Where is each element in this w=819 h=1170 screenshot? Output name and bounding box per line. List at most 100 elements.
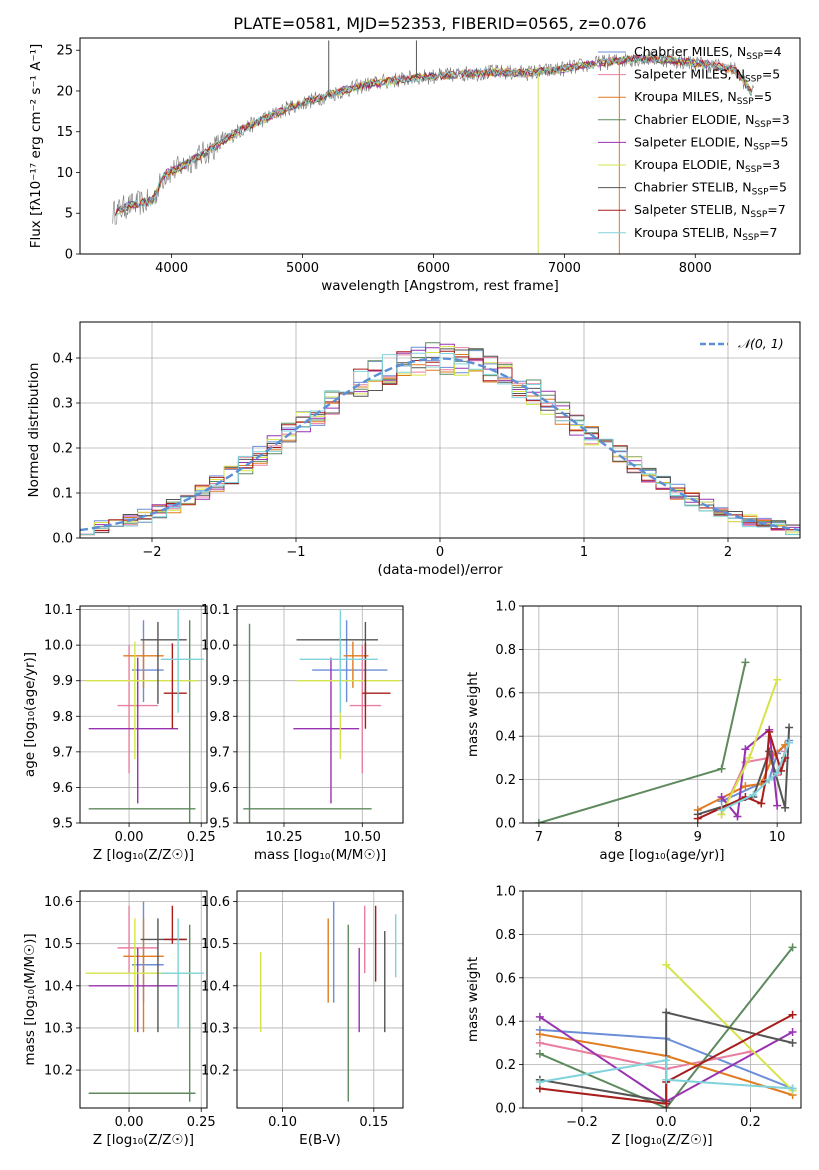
x-tick-label: 7 bbox=[535, 830, 543, 845]
y-tick-label: 10.3 bbox=[201, 1021, 230, 1036]
weight-series-line bbox=[539, 1013, 794, 1105]
weight-marker bbox=[535, 1049, 544, 1058]
y-tick-label: 15 bbox=[56, 125, 73, 140]
x-tick-label: −2 bbox=[142, 545, 161, 560]
weight-marker bbox=[788, 1084, 797, 1093]
weight-marker bbox=[765, 775, 774, 784]
x-axis-label: wavelength [Angstrom, rest frame] bbox=[321, 278, 559, 294]
weight-marker bbox=[741, 745, 750, 754]
y-tick-label: 0.8 bbox=[495, 643, 516, 658]
legend-entry: 𝒩(0, 1) bbox=[738, 336, 784, 351]
legend-entry: Chabrier ELODIE, NSSP=3 bbox=[634, 112, 790, 130]
x-tick-label: 6000 bbox=[417, 261, 450, 276]
plot-area-mass-vs-Z bbox=[85, 901, 205, 1102]
y-tick-label: 10.0 bbox=[44, 639, 73, 654]
weight-marker bbox=[788, 1038, 797, 1047]
plot-area-weight-vs-Z bbox=[535, 943, 797, 1108]
x-tick-label: 10.25 bbox=[265, 830, 302, 845]
weight-marker bbox=[717, 764, 726, 773]
y-tick-label: 9.7 bbox=[52, 745, 73, 760]
y-tick-label: 10.1 bbox=[201, 603, 230, 618]
x-axis-label: (data-model)/error bbox=[377, 562, 503, 578]
y-tick-label: 0.4 bbox=[495, 1015, 516, 1030]
y-tick-label: 10.5 bbox=[44, 937, 73, 952]
y-tick-label: 0.0 bbox=[52, 532, 73, 547]
y-tick-label: 10.5 bbox=[201, 937, 230, 952]
weight-marker bbox=[765, 727, 774, 736]
x-axis-label: mass [log₁₀(M/M☉)] bbox=[254, 847, 386, 863]
panel-mass-vs-ebv: 0.10 0.15 10.2 10.3 10.4 10.5 10.6 E(B-V) bbox=[201, 890, 404, 1148]
y-tick-label: 9.6 bbox=[209, 781, 230, 796]
y-tick-label: 9.9 bbox=[52, 674, 73, 689]
x-tick-label: 7000 bbox=[548, 261, 581, 276]
y-tick-label: 9.9 bbox=[209, 674, 230, 689]
legend-entry: Kroupa ELODIE, NSSP=3 bbox=[634, 157, 780, 175]
y-tick-label: 0.6 bbox=[495, 971, 516, 986]
y-tick-label: 0.0 bbox=[495, 817, 516, 832]
x-tick-label: 0.2 bbox=[740, 1115, 761, 1130]
weight-marker bbox=[788, 1028, 797, 1037]
weight-marker bbox=[662, 1008, 671, 1017]
y-tick-label: 9.6 bbox=[52, 781, 73, 796]
panel-weight-vs-age: 7 8 9 10 0.0 0.2 0.4 0.6 0.8 1.0 age [log₁₀(age/yr… bbox=[465, 600, 802, 863]
panel-weight-vs-Z: −0.2 0.0 0.2 0.0 0.2 0.4 0.6 0.8 1.0 Z [log₁₀(Z/Z… bbox=[465, 885, 802, 1148]
y-axis-label: age [log₁₀(age/yr)] bbox=[22, 652, 38, 777]
weight-series-line bbox=[539, 1059, 793, 1090]
y-tick-label: 9.8 bbox=[209, 710, 230, 725]
y-tick-label: 0.8 bbox=[495, 928, 516, 943]
y-tick-label: 10.2 bbox=[201, 1064, 230, 1079]
y-tick-label: 10.6 bbox=[201, 895, 230, 910]
x-tick-label: 0.00 bbox=[115, 830, 144, 845]
legend-entry: Salpeter ELODIE, NSSP=5 bbox=[634, 134, 788, 152]
x-tick-label: 0 bbox=[436, 545, 444, 560]
weight-marker bbox=[781, 803, 790, 812]
x-tick-label: 0.25 bbox=[187, 1115, 216, 1130]
spectrum-model-line bbox=[114, 53, 753, 217]
axes-frame bbox=[79, 890, 208, 1109]
x-tick-label: −1 bbox=[286, 545, 305, 560]
weight-series-line bbox=[539, 946, 794, 1108]
legend-entry: Chabrier STELIB, NSSP=5 bbox=[634, 180, 787, 198]
plot-area-spectrum bbox=[112, 40, 754, 254]
y-tick-label: 10.1 bbox=[44, 603, 73, 618]
plot-layer: 4000 5000 6000 7000 80000510152025wavelength… bbox=[22, 37, 802, 1148]
weight-marker bbox=[773, 675, 782, 684]
panel-spectrum: 4000 5000 6000 7000 8000 0 5 10 15 20 25 wavelength… bbox=[28, 37, 801, 294]
y-tick-label: 10.4 bbox=[44, 979, 73, 994]
x-axis-label: Z [log₁₀(Z/Z☉)] bbox=[611, 1132, 712, 1148]
weight-marker bbox=[757, 799, 766, 808]
spectrum-model-line bbox=[114, 53, 752, 217]
plot-area-residuals bbox=[80, 342, 800, 536]
x-tick-label: 1 bbox=[580, 545, 588, 560]
x-tick-label: 5000 bbox=[286, 261, 319, 276]
weight-marker bbox=[662, 1099, 671, 1108]
y-tick-label: 0 bbox=[65, 248, 73, 263]
legend-entry: Salpeter MILES, NSSP=5 bbox=[634, 67, 780, 85]
y-tick-label: 10.4 bbox=[201, 979, 230, 994]
x-tick-label: 4000 bbox=[155, 261, 188, 276]
y-axis-label: Normed distribution bbox=[26, 363, 42, 498]
weight-marker bbox=[717, 792, 726, 801]
weight-marker bbox=[749, 790, 758, 799]
x-axis-label: Z [log₁₀(Z/Z☉)] bbox=[93, 1132, 194, 1148]
figure-title: PLATE=0581, MJD=52353, FIBERID=0565, z=0… bbox=[233, 14, 646, 33]
y-axis-label: Flux [fλ10⁻¹⁷ erg cm⁻² s⁻¹ A⁻¹] bbox=[28, 44, 44, 249]
weight-marker bbox=[535, 1077, 544, 1086]
axes-frame bbox=[522, 605, 802, 824]
x-tick-label: 10.50 bbox=[344, 830, 381, 845]
y-tick-label: 0.6 bbox=[495, 686, 516, 701]
weight-marker bbox=[785, 723, 794, 732]
x-tick-label: 2 bbox=[724, 545, 732, 560]
axes-frame bbox=[236, 605, 404, 824]
weight-marker bbox=[535, 1012, 544, 1021]
histogram-series bbox=[80, 343, 800, 535]
y-tick-label: 10.2 bbox=[44, 1064, 73, 1079]
y-axis-label: mass weight bbox=[465, 672, 481, 757]
plot-area-age-vs-Z bbox=[85, 609, 205, 823]
y-tick-label: 25 bbox=[56, 44, 73, 59]
x-axis-label: E(B-V) bbox=[299, 1132, 341, 1148]
x-tick-label: 8000 bbox=[679, 261, 712, 276]
weight-marker bbox=[741, 782, 750, 791]
weight-marker bbox=[717, 805, 726, 814]
panel-mass-vs-Z: 0.00 0.25 10.2 10.3 10.4 10.5 10.6 Z [log₁₀(Z/Z… bbox=[22, 890, 216, 1148]
